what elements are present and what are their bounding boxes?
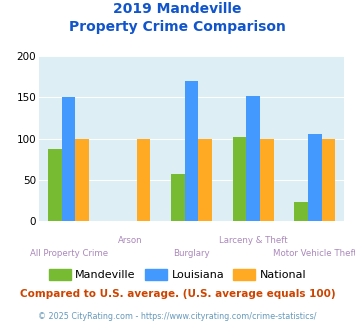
Bar xyxy=(171,174,185,221)
Bar xyxy=(137,139,151,221)
Text: Compared to U.S. average. (U.S. average equals 100): Compared to U.S. average. (U.S. average … xyxy=(20,289,335,299)
Bar xyxy=(62,97,75,221)
Bar xyxy=(75,139,89,221)
Bar xyxy=(233,137,246,221)
Text: All Property Crime: All Property Crime xyxy=(29,249,108,258)
Bar xyxy=(198,139,212,221)
Bar xyxy=(260,139,274,221)
Bar xyxy=(48,149,62,221)
Text: 2019 Mandeville: 2019 Mandeville xyxy=(113,2,242,16)
Bar xyxy=(246,96,260,221)
Bar xyxy=(322,139,335,221)
Text: Larceny & Theft: Larceny & Theft xyxy=(219,236,288,245)
Bar xyxy=(185,81,198,221)
Text: Property Crime Comparison: Property Crime Comparison xyxy=(69,20,286,34)
Bar xyxy=(308,134,322,221)
Bar xyxy=(295,202,308,221)
Legend: Mandeville, Louisiana, National: Mandeville, Louisiana, National xyxy=(44,265,311,284)
Text: Burglary: Burglary xyxy=(173,249,210,258)
Text: © 2025 CityRating.com - https://www.cityrating.com/crime-statistics/: © 2025 CityRating.com - https://www.city… xyxy=(38,312,317,321)
Text: Arson: Arson xyxy=(118,236,142,245)
Text: Motor Vehicle Theft: Motor Vehicle Theft xyxy=(273,249,355,258)
